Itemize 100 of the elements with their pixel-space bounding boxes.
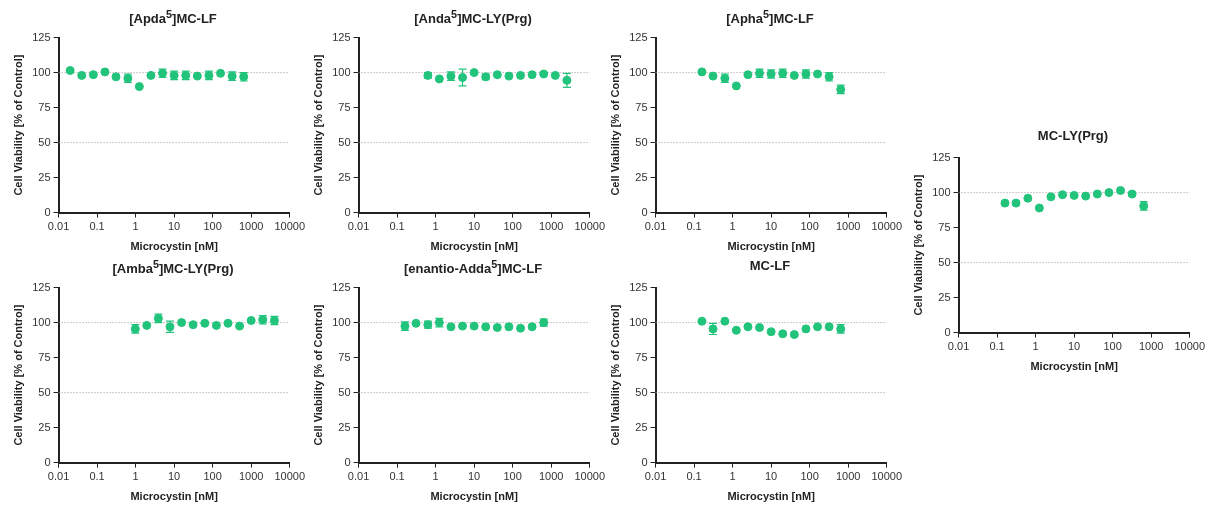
y-axis-title: Cell Viability [% of Control]	[311, 304, 324, 446]
y-tick-label: 125	[332, 30, 351, 43]
y-axis-title: Cell Viability [% of Control]	[608, 54, 621, 196]
y-axis-title: Cell Viability [% of Control]	[11, 304, 24, 446]
point	[697, 67, 707, 77]
x-tick-label: 10	[168, 220, 181, 233]
y-tick-label: 75	[938, 220, 951, 233]
point	[200, 318, 210, 328]
y-tick-label: 0	[641, 455, 648, 468]
point	[111, 72, 121, 82]
x-tick-label: 1	[729, 470, 736, 483]
x-tick-label: 1	[432, 470, 439, 483]
chart-title: [Apha$^{5}$]MC-LF	[725, 8, 815, 28]
y-tick-label: 125	[932, 150, 951, 163]
x-tick-label: 10000	[871, 470, 902, 483]
y-tick-label: 100	[32, 65, 51, 78]
point	[516, 70, 526, 80]
x-tick-label: 1	[1032, 340, 1039, 353]
x-tick-label: 1	[432, 220, 439, 233]
y-axis-title: Cell Viability [% of Control]	[911, 174, 924, 316]
y-tick-label: 125	[629, 280, 648, 293]
x-tick-label: 100	[800, 470, 819, 483]
point	[235, 321, 245, 331]
y-tick-label: 100	[332, 315, 351, 328]
x-tick-label: 100	[203, 220, 222, 233]
point	[458, 73, 468, 82]
x-tick-label: 10000	[574, 470, 605, 483]
y-tick-label: 125	[332, 280, 351, 293]
x-tick-label: 1	[132, 220, 139, 233]
x-tick-label: 10	[468, 470, 481, 483]
y-tick-label: 100	[629, 65, 648, 78]
y-tick-label: 25	[635, 170, 648, 183]
x-tick-label: 0.1	[989, 340, 1005, 353]
x-tick-label: 1000	[538, 220, 564, 233]
point	[697, 316, 707, 326]
point	[789, 330, 799, 339]
x-axis-title: Microcystin [nM]	[430, 490, 519, 503]
x-tick-label: 10	[765, 220, 778, 233]
point	[492, 70, 502, 80]
x-axis-title: Microcystin [nM]	[727, 240, 816, 253]
y-tick-label: 100	[32, 315, 51, 328]
chart-title: [enantio-Adda$^{5}$]MC-LF	[402, 258, 544, 278]
x-tick-label: 100	[1103, 340, 1122, 353]
y-tick-label: 50	[38, 135, 51, 148]
chart-title: [Apda$^{5}$]MC-LF	[128, 8, 218, 28]
y-tick-label: 0	[44, 205, 51, 218]
x-tick-label: 10	[1068, 340, 1081, 353]
y-tick-label: 0	[344, 455, 351, 468]
x-tick-label: 1	[729, 220, 736, 233]
chart-title: [Anda$^{5}$]MC-LY(Prg)	[413, 8, 533, 28]
x-tick-label: 0.01	[347, 470, 370, 483]
point	[211, 320, 221, 330]
point	[1081, 191, 1091, 201]
point	[1034, 203, 1044, 213]
point	[504, 71, 514, 81]
x-axis-title: Microcystin [nM]	[727, 490, 816, 503]
y-tick-label: 50	[938, 255, 951, 268]
point	[1104, 188, 1114, 198]
x-tick-label: 100	[503, 470, 522, 483]
y-tick-label: 75	[635, 100, 648, 113]
y-tick-label: 50	[635, 385, 648, 398]
point	[134, 82, 144, 92]
x-axis-title: Microcystin [nM]	[1030, 360, 1119, 373]
x-axis-title: Microcystin [nM]	[130, 490, 219, 503]
point	[469, 68, 479, 78]
point	[177, 318, 187, 328]
x-tick-label: 0.1	[389, 220, 405, 233]
point	[824, 322, 834, 332]
x-tick-label: 0.1	[686, 220, 702, 233]
point	[755, 323, 765, 332]
point	[1000, 198, 1010, 208]
x-axis-title: Microcystin [nM]	[430, 240, 519, 253]
point	[100, 67, 110, 77]
y-tick-label: 25	[38, 170, 51, 183]
point	[65, 66, 75, 75]
y-tick-label: 25	[938, 290, 951, 303]
point	[1116, 186, 1126, 195]
point	[146, 70, 156, 80]
x-tick-label: 10	[468, 220, 481, 233]
x-tick-label: 1000	[1138, 340, 1164, 353]
point	[223, 318, 233, 328]
y-axis-title: Cell Viability [% of Control]	[11, 54, 24, 196]
point	[1046, 192, 1056, 202]
y-axis-title: Cell Viability [% of Control]	[311, 54, 324, 196]
y-tick-label: 0	[344, 205, 351, 218]
point	[1011, 198, 1021, 208]
x-tick-label: 0.01	[347, 220, 370, 233]
point	[813, 69, 823, 79]
x-tick-label: 100	[503, 220, 522, 233]
x-tick-label: 0.01	[644, 220, 667, 233]
point	[539, 69, 549, 79]
y-tick-label: 0	[641, 205, 648, 218]
x-tick-label: 10	[765, 470, 778, 483]
y-tick-label: 50	[338, 385, 351, 398]
y-axis-title: Cell Viability [% of Control]	[608, 304, 621, 446]
y-tick-label: 125	[629, 30, 648, 43]
y-tick-label: 0	[944, 325, 951, 338]
point	[77, 70, 87, 80]
y-tick-label: 75	[38, 350, 51, 363]
y-tick-label: 75	[338, 350, 351, 363]
